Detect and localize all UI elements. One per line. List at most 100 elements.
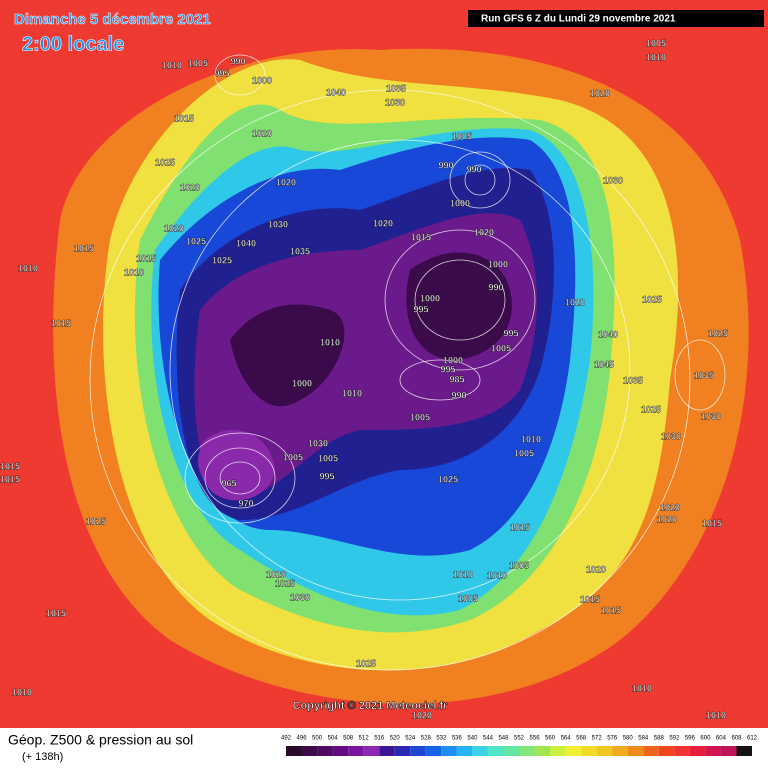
legend-swatch [348, 746, 364, 756]
legend-tick-label: 596 [685, 736, 696, 742]
legend-tick-label: 608 [731, 736, 742, 742]
legend-tick-label: 524 [405, 736, 416, 742]
pressure-label: 1015 [702, 518, 722, 528]
pressure-label: 1025 [186, 236, 206, 246]
legend-tick-label: 520 [390, 736, 401, 742]
legend-swatch [565, 746, 582, 756]
pressure-label: 995 [440, 364, 455, 374]
legend-tick-label: 496 [297, 736, 308, 742]
legend-tick-label: 604 [716, 736, 727, 742]
run-info: Run GFS 6 Z du Lundi 29 novembre 2021 [481, 14, 676, 25]
pressure-label: 1020 [590, 88, 610, 98]
pressure-label: 1005 [646, 38, 666, 48]
pressure-label: 1030 [308, 438, 328, 448]
legend-swatch [596, 746, 613, 756]
pressure-label: 995 [319, 471, 334, 481]
pressure-label: 1035 [694, 370, 714, 380]
legend-swatch [487, 746, 504, 756]
pressure-label: 1025 [155, 157, 175, 167]
pressure-label: 1005 [410, 412, 430, 422]
pressure-label: 1010 [487, 570, 507, 580]
pressure-label: 1020 [180, 182, 200, 192]
legend-swatch [689, 746, 706, 756]
footer-lead: (+ 138h) [22, 751, 63, 763]
legend-swatch [612, 746, 628, 756]
pressure-label: 1005 [283, 452, 303, 462]
isobars [89, 54, 726, 671]
pressure-label: 1015 [0, 474, 20, 484]
pressure-label: 1005 [514, 448, 534, 458]
pressure-label: 1020 [657, 514, 677, 524]
pressure-label: 1035 [386, 83, 406, 93]
legend-swatch [627, 746, 644, 756]
legend-tick-label: 540 [467, 736, 478, 742]
pressure-label: 1015 [601, 605, 621, 615]
pressure-label: 1040 [236, 238, 256, 248]
pressure-label: 1010 [18, 263, 38, 273]
pressure-label: 1010 [453, 569, 473, 579]
legend-tick-label: 588 [654, 736, 665, 742]
pressure-label: 1015 [74, 243, 94, 253]
legend-tick-label: 612 [747, 736, 758, 742]
pressure-label: 1020 [586, 564, 606, 574]
color-legend: 492 496 500 504 508 512 516 520 524 528 532 536 540 5… [281, 736, 758, 756]
legend-tick-label: 516 [374, 736, 385, 742]
legend-swatch [550, 746, 566, 756]
pressure-label: 990 [230, 56, 245, 66]
legend-swatch [394, 746, 411, 756]
pressure-label: 1025 [275, 578, 295, 588]
legend-swatch [674, 746, 690, 756]
pressure-label: 1035 [290, 246, 310, 256]
pressure-label: 1015 [136, 253, 156, 263]
pressure-label: 1010 [646, 52, 666, 62]
pressure-label: 965 [221, 478, 236, 488]
pressure-label: 1000 [488, 259, 508, 269]
pressure-label: 990 [438, 160, 453, 170]
pressure-label: 1015 [0, 461, 20, 471]
pressure-label: 1030 [701, 411, 721, 421]
legend-swatch [379, 746, 395, 756]
legend-swatch [503, 746, 519, 756]
pressure-label: 1000 [292, 378, 312, 388]
legend-tick-label: 564 [561, 736, 572, 742]
legend-tick-label: 532 [436, 736, 447, 742]
legend-swatch [643, 746, 659, 756]
pressure-label: 1005 [491, 343, 511, 353]
pressure-label: 1010 [632, 683, 652, 693]
legend-swatch [456, 746, 473, 756]
pressure-label: 995 [503, 328, 518, 338]
legend-tick-label: 492 [281, 736, 292, 742]
pressure-label: 1015 [51, 318, 71, 328]
pressure-label: 1010 [124, 267, 144, 277]
pressure-label: 1020 [565, 297, 585, 307]
pressure-label: 1015 [510, 522, 530, 532]
footer-title: Géop. Z500 & pression au sol [8, 732, 193, 748]
legend-swatch [705, 746, 721, 756]
pressure-label: 1035 [623, 375, 643, 385]
pressure-label: 1030 [290, 592, 310, 602]
legend-swatch [425, 746, 442, 756]
legend-swatch [441, 746, 457, 756]
legend-tick-label: 572 [592, 736, 603, 742]
legend-tick-label: 592 [669, 736, 680, 742]
legend-tick-label: 560 [545, 736, 556, 742]
legend-swatch [317, 746, 333, 756]
pressure-label: 1015 [580, 594, 600, 604]
legend-swatch [286, 746, 302, 756]
pressure-label: 1010 [12, 687, 32, 697]
copyright: Copyright © 2021 Meteociel.fr [293, 700, 449, 712]
pressure-label: 990 [451, 390, 466, 400]
legend-swatch [472, 746, 488, 756]
pressure-label: 1025 [641, 404, 661, 414]
pressure-label: 985 [449, 374, 464, 384]
pressure-label: 1025 [86, 516, 106, 526]
pressure-label: 995 [214, 68, 229, 78]
pressure-label: 1045 [594, 359, 614, 369]
run-banner [468, 10, 764, 27]
legend-tick-label: 552 [514, 736, 525, 742]
legend-swatch [658, 746, 675, 756]
legend-swatch [301, 746, 318, 756]
legend-tick-label: 536 [452, 736, 463, 742]
pressure-label: 1030 [385, 97, 405, 107]
